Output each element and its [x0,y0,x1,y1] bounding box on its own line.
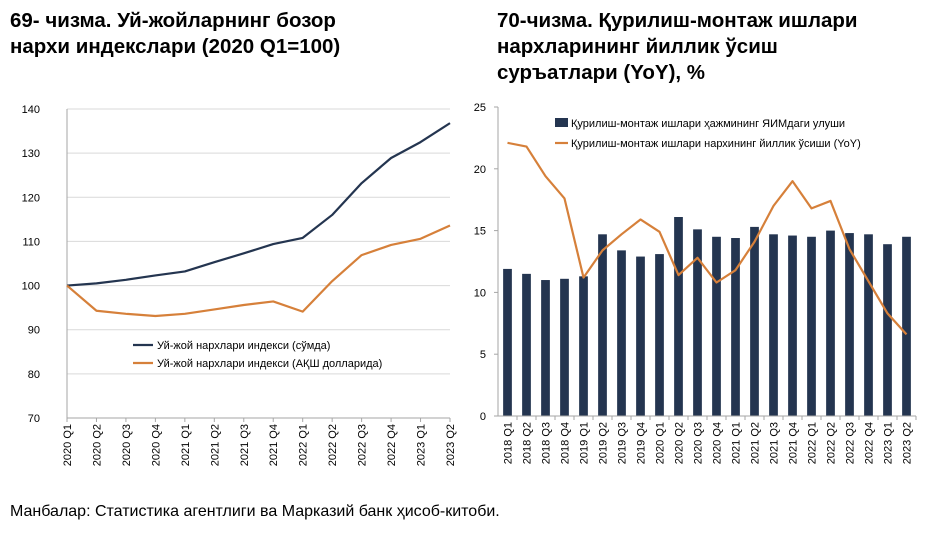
bar [560,278,569,416]
bar [845,233,854,416]
y-tick-label: 80 [28,369,40,381]
series-line-usd [66,224,451,318]
bar [769,234,778,416]
x-tick-label: 2019 Q2 [598,422,610,464]
x-tick-label: 2020 Q1 [62,424,74,466]
bar [636,256,645,416]
x-tick-label: 2022 Q1 [807,422,819,464]
bar [712,236,721,416]
bar [655,254,664,416]
bar [864,234,873,416]
x-tick-label: 2021 Q2 [750,422,762,464]
x-tick-label: 2021 Q4 [268,424,280,466]
bar [541,280,550,416]
x-tick-label: 2021 Q3 [769,422,781,464]
legend-label-bars: Қурилиш-монтаж ишлари ҳажмининг ЯИМдаги … [571,118,845,130]
x-tick-label: 2023 Q2 [445,424,457,466]
x-tick-label: 2020 Q3 [693,422,705,464]
x-tick-label: 2022 Q4 [386,424,398,466]
x-tick-label: 2022 Q4 [864,422,876,464]
legend-label-som: Уй-жой нархлари индекси (сўмда) [157,340,330,352]
y-tick-label: 140 [22,104,40,116]
x-tick-label: 2021 Q4 [788,422,800,464]
legend-label-line: Қурилиш-монтаж ишлари нархининг йиллик ў… [571,138,861,150]
bar [826,230,835,416]
source-note: Манбалар: Статистика агентлиги ва Марказ… [10,503,500,520]
y-tick-label: 20 [474,164,486,176]
bar [902,236,911,416]
x-tick-label: 2020 Q4 [150,424,162,466]
y-tick-label: 120 [22,192,40,204]
x-tick-label: 2023 Q1 [416,424,428,466]
x-tick-label: 2020 Q3 [121,424,133,466]
bar [522,273,531,416]
bar [674,217,683,416]
x-tick-label: 2018 Q2 [522,422,534,464]
x-tick-label: 2019 Q4 [636,422,648,464]
x-tick-label: 2022 Q2 [327,424,339,466]
y-tick-label: 90 [28,325,40,337]
x-tick-label: 2023 Q2 [902,422,914,464]
legend-label-usd: Уй-жой нархлари индекси (АҚШ долларида) [157,358,382,370]
y-tick-label: 5 [480,349,486,361]
x-tick-label: 2019 Q1 [579,422,591,464]
x-tick-label: 2021 Q2 [209,424,221,466]
bar [579,276,588,416]
y-tick-label: 70 [28,413,40,425]
chart-69-title-line-1: 69- чизма. Уй-жойларнинг бозор [10,9,336,32]
chart-70-title: 70-чизма. Қурилиш-монтаж ишлари нархлари… [497,8,947,86]
x-tick-label: 2021 Q1 [731,422,743,464]
bar [731,238,740,416]
x-tick-label: 2020 Q2 [674,422,686,464]
bar [788,235,797,416]
x-tick-label: 2022 Q1 [298,424,310,466]
y-tick-label: 15 [474,226,486,238]
bar [883,244,892,416]
bar [750,226,759,416]
x-tick-label: 2020 Q2 [91,424,103,466]
x-tick-label: 2018 Q4 [560,422,572,464]
chart-69-title: 69- чизма. Уй-жойларнинг бозор нархи инд… [10,8,450,60]
x-tick-label: 2021 Q3 [239,424,251,466]
x-tick-label: 2018 Q1 [503,422,515,464]
chart-70-title-line-3: суръатлари (YoY), % [497,61,706,84]
chart-70-title-line-2: нархларининг йиллик ўсиш [497,35,778,58]
y-tick-label: 25 [474,102,486,114]
x-tick-label: 2021 Q1 [180,424,192,466]
x-tick-label: 2022 Q3 [357,424,369,466]
x-tick-label: 2020 Q1 [655,422,667,464]
bar [598,234,607,416]
bar [807,236,816,416]
legend-swatch-bars [555,118,568,127]
series-line-som [66,122,451,287]
y-tick-label: 0 [480,411,486,423]
x-tick-label: 2019 Q3 [617,422,629,464]
bar [693,229,702,416]
x-tick-label: 2022 Q3 [845,422,857,464]
series-line-yoy [507,141,908,336]
bar [503,268,512,416]
x-tick-label: 2018 Q3 [541,422,553,464]
y-tick-label: 10 [474,287,486,299]
bar [617,250,626,416]
chart-69-title-line-2: нархи индекслари (2020 Q1=100) [10,35,341,58]
x-tick-label: 2020 Q4 [712,422,724,464]
y-tick-label: 110 [22,236,40,248]
x-tick-label: 2022 Q2 [826,422,838,464]
y-tick-label: 130 [22,148,40,160]
chart-70-title-line-1: 70-чизма. Қурилиш-монтаж ишлари [497,9,858,32]
y-tick-label: 100 [22,281,40,293]
x-tick-label: 2023 Q1 [883,422,895,464]
